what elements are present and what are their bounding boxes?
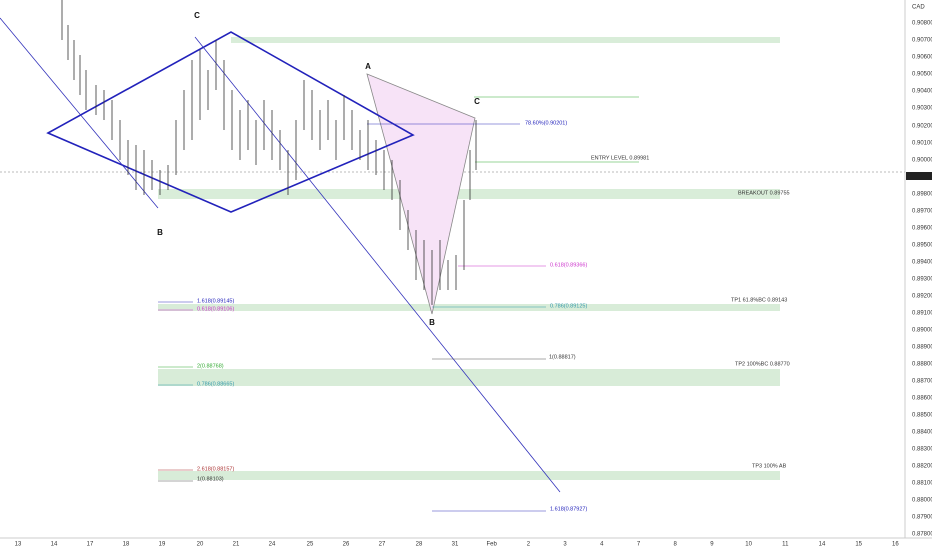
annotation: 0.786(0.89125)	[550, 303, 587, 309]
price-label: 0.90500	[912, 72, 932, 78]
pattern-point: C	[194, 11, 200, 20]
price-label: 0.89100	[912, 311, 932, 317]
annotation: 2.618(0.88157)	[197, 466, 234, 472]
date-label: 24	[269, 542, 276, 548]
fib-lines	[158, 96, 639, 512]
date-label: 20	[197, 542, 204, 548]
candles	[61, 0, 477, 305]
price-label: 0.90800	[912, 21, 932, 27]
date-label: 7	[637, 542, 641, 548]
price-label: 0.90400	[912, 89, 932, 95]
annotation: 0.786(0.88665)	[197, 381, 234, 387]
price-label: 0.89600	[912, 226, 932, 232]
annotation: ENTRY LEVEL 0.89981	[591, 155, 649, 161]
date-label: 9	[710, 542, 714, 548]
date-label: 31	[452, 542, 459, 548]
price-label: 0.88800	[912, 362, 932, 368]
current-price-tag	[906, 172, 932, 180]
price-label: 0.89700	[912, 209, 932, 215]
zone	[158, 189, 780, 199]
date-label: 16	[892, 542, 899, 548]
price-label: 0.88100	[912, 481, 932, 487]
price-label: 0.90300	[912, 106, 932, 112]
date-label: 17	[87, 542, 94, 548]
price-label: 0.90200	[912, 124, 932, 130]
date-label: 13	[15, 542, 22, 548]
pattern-point: C	[474, 97, 480, 106]
annotation: 1(0.88817)	[549, 354, 576, 360]
date-label: 4	[600, 542, 604, 548]
price-label: 0.87900	[912, 515, 932, 521]
price-label: 0.88200	[912, 464, 932, 470]
harmonic-pattern	[366, 73, 476, 315]
trend-line	[0, 17, 159, 209]
date-label: Feb	[487, 542, 498, 548]
date-label: 28	[416, 542, 423, 548]
date-label: 25	[307, 542, 314, 548]
annotation: 0.618(0.89366)	[550, 262, 587, 268]
price-label: 0.90000	[912, 158, 932, 164]
trend-line	[194, 36, 561, 493]
price-label: 0.89800	[912, 192, 932, 198]
price-label: 0.89400	[912, 260, 932, 266]
annotation: 1(0.88103)	[197, 476, 224, 482]
date-label: 15	[855, 542, 862, 548]
date-label: 21	[233, 542, 240, 548]
price-label: 0.90700	[912, 38, 932, 44]
diamond	[46, 31, 415, 213]
annotation: 78.60%(0.90201)	[525, 120, 567, 126]
price-label: 0.87800	[912, 532, 932, 538]
date-label: 14	[819, 542, 826, 548]
price-label: 0.90600	[912, 55, 932, 61]
price-label: 0.88700	[912, 379, 932, 385]
annotation: 2(0.88768)	[197, 363, 224, 369]
date-label: 14	[51, 542, 58, 548]
pattern-point: B	[157, 228, 163, 237]
price-label: 0.88400	[912, 430, 932, 436]
zone	[158, 369, 780, 386]
date-label: 18	[123, 542, 130, 548]
zone	[231, 37, 780, 43]
date-label: 19	[159, 542, 166, 548]
price-label: 0.88900	[912, 345, 932, 351]
price-label: 0.90100	[912, 141, 932, 147]
currency-label: CAD	[912, 5, 925, 11]
annotation: TP1 61.8%BC 0.89143	[731, 297, 787, 303]
annotation: 1.618(0.89145)	[197, 298, 234, 304]
price-label: 0.88600	[912, 396, 932, 402]
price-label: 0.89200	[912, 294, 932, 300]
zones	[158, 37, 780, 480]
date-label: 3	[563, 542, 567, 548]
price-label: 0.89300	[912, 277, 932, 283]
annotation: 0.618(0.89106)	[197, 306, 234, 312]
date-label: 26	[343, 542, 350, 548]
pattern-point: A	[365, 62, 371, 71]
date-label: 11	[782, 542, 789, 548]
date-label: 8	[674, 542, 678, 548]
zone	[158, 304, 780, 311]
date-label: 2	[527, 542, 531, 548]
price-label: 0.88500	[912, 413, 932, 419]
date-label: 27	[379, 542, 386, 548]
zone	[158, 471, 780, 480]
price-label: 0.88300	[912, 447, 932, 453]
annotation: 1.618(0.87927)	[550, 506, 587, 512]
price-label: 0.88000	[912, 498, 932, 504]
annotation: TP2 100%BC 0.88770	[735, 361, 790, 367]
annotation: TP3 100% AB	[752, 463, 787, 469]
price-label: 0.89000	[912, 328, 932, 334]
date-label: 10	[745, 542, 752, 548]
price-label: 0.89500	[912, 243, 932, 249]
annotation: BREAKOUT 0.89755	[738, 190, 790, 196]
pattern-point: B	[429, 318, 435, 327]
